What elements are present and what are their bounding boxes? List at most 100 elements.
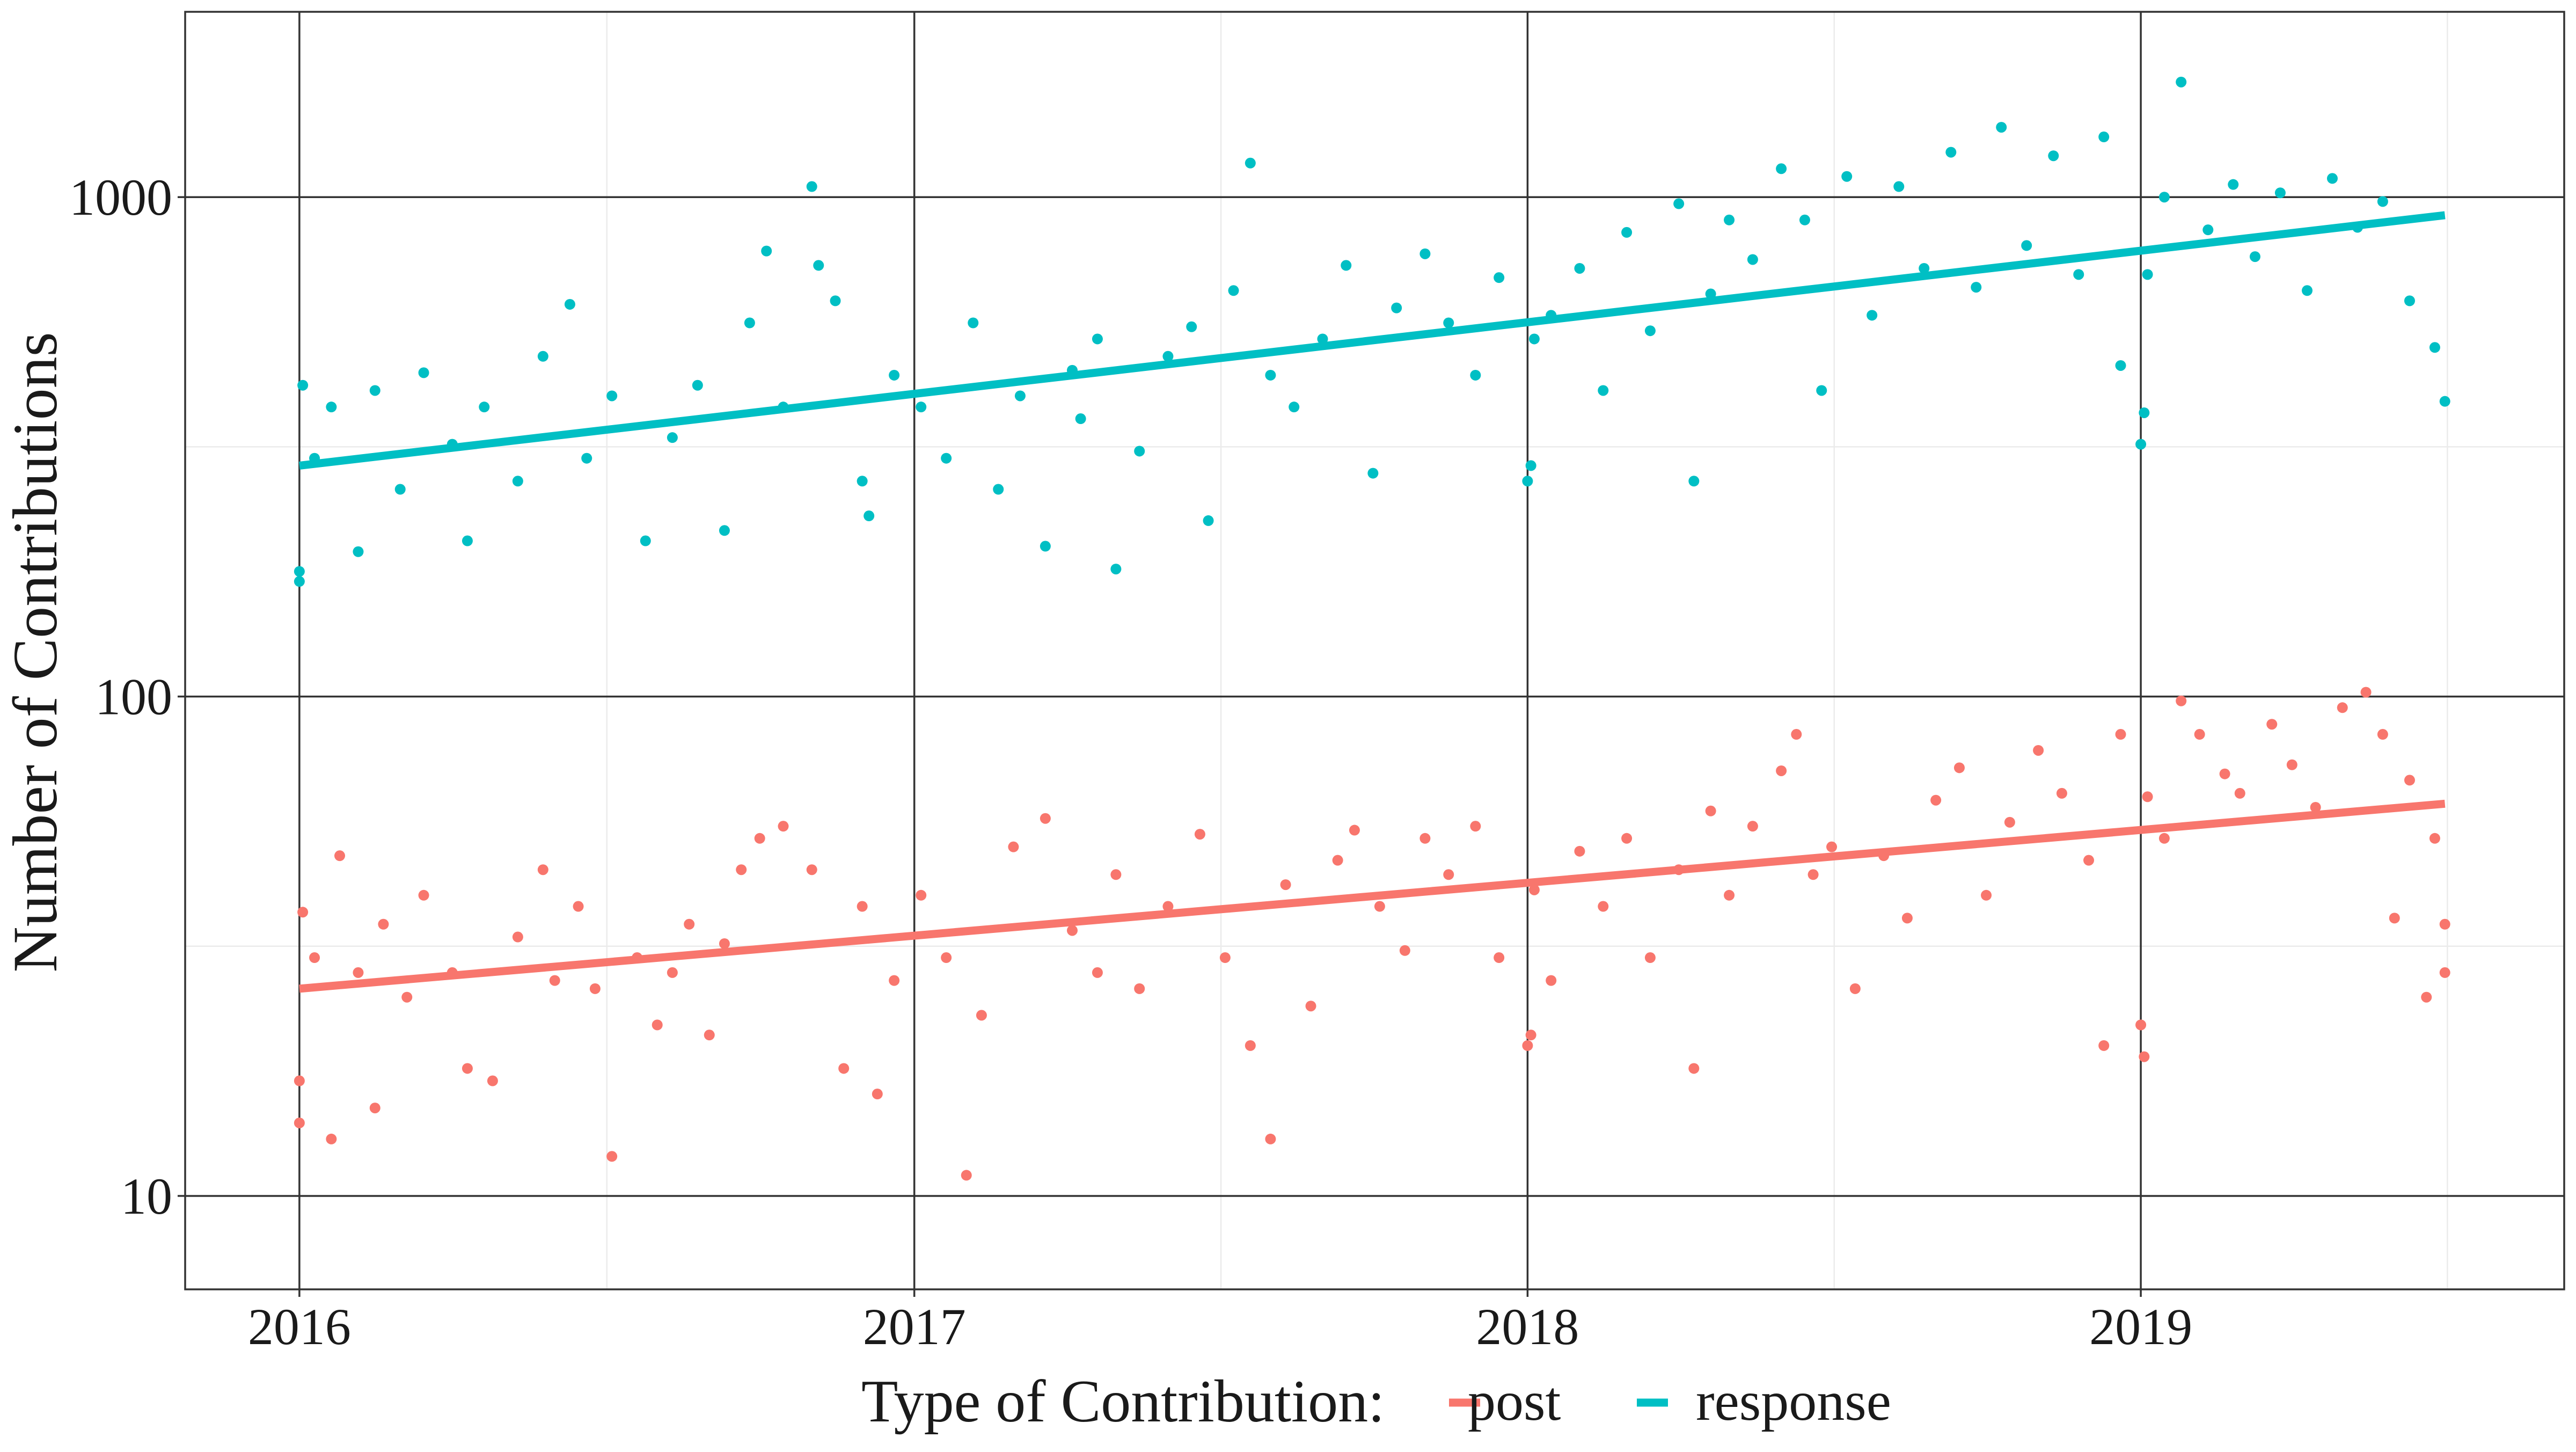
data-point-response xyxy=(1525,460,1536,471)
data-point-post xyxy=(2158,833,2170,844)
data-point-response xyxy=(1688,476,1700,487)
data-point-response xyxy=(2135,439,2147,450)
data-point-response xyxy=(418,367,429,378)
x-tick-label: 2019 xyxy=(2089,1298,2192,1355)
data-point-response xyxy=(581,453,592,464)
legend-title: Type of Contribution: xyxy=(861,1368,1385,1435)
data-point-post xyxy=(326,1133,337,1144)
data-point-post xyxy=(719,938,730,949)
data-point-response xyxy=(916,402,927,413)
data-point-response xyxy=(294,566,305,577)
data-point-post xyxy=(549,975,560,986)
data-point-response xyxy=(719,525,730,536)
data-point-post xyxy=(1546,975,1557,986)
data-point-response xyxy=(1893,181,1905,192)
data-point-post xyxy=(573,901,584,912)
data-point-response xyxy=(1644,325,1656,337)
data-point-response xyxy=(369,385,380,396)
data-point-post xyxy=(754,833,765,844)
data-point-post xyxy=(2266,719,2278,730)
panel-background xyxy=(185,12,2564,1289)
data-point-post xyxy=(294,1075,305,1086)
data-point-post xyxy=(334,850,346,862)
data-point-response xyxy=(1203,515,1214,526)
data-point-post xyxy=(736,864,747,875)
data-point-post xyxy=(2004,816,2015,828)
data-point-response xyxy=(667,432,678,443)
data-point-post xyxy=(2135,1019,2147,1031)
legend: Type of Contribution: post response xyxy=(861,1368,1891,1435)
data-point-post xyxy=(2056,787,2067,799)
data-point-post xyxy=(2098,1040,2110,1051)
data-point-response xyxy=(806,181,817,192)
data-point-response xyxy=(1971,282,1982,293)
data-point-response xyxy=(2302,285,2313,296)
data-point-post xyxy=(2234,787,2245,799)
data-point-post xyxy=(1092,967,1103,978)
data-point-response xyxy=(294,576,305,587)
data-point-post xyxy=(353,967,364,978)
data-point-response xyxy=(2404,295,2415,307)
data-point-response xyxy=(2274,187,2286,199)
data-point-post xyxy=(1066,925,1078,936)
data-point-response xyxy=(744,317,755,329)
data-point-response xyxy=(2115,360,2126,371)
data-point-post xyxy=(2194,729,2205,740)
data-point-post xyxy=(1705,805,1716,816)
data-point-post xyxy=(378,918,389,930)
data-point-post xyxy=(1494,952,1505,964)
data-point-response xyxy=(1265,369,1276,381)
legend-label-response: response xyxy=(1696,1370,1891,1432)
data-point-post xyxy=(2219,768,2230,779)
data-point-response xyxy=(1391,302,1402,313)
data-point-post xyxy=(704,1030,715,1041)
data-point-post xyxy=(401,991,413,1003)
data-point-post xyxy=(889,975,900,986)
trend-line-response xyxy=(299,211,2446,470)
legend-label-post: post xyxy=(1468,1370,1561,1432)
data-point-response xyxy=(1841,171,1853,182)
data-point-response xyxy=(640,535,651,546)
data-point-post xyxy=(667,967,678,978)
data-point-response xyxy=(2249,251,2260,262)
data-point-response xyxy=(761,245,772,257)
data-point-response xyxy=(297,380,309,391)
data-point-response xyxy=(2439,396,2450,407)
data-point-response xyxy=(1443,317,1454,329)
data-point-post xyxy=(976,1010,987,1021)
data-point-post xyxy=(1930,794,1942,806)
data-point-response xyxy=(1621,227,1633,238)
data-point-post xyxy=(1419,833,1431,844)
trend-line-post xyxy=(299,799,2446,993)
data-point-response xyxy=(941,453,952,464)
data-point-post xyxy=(1791,729,1802,740)
x-tick-label: 2018 xyxy=(1476,1298,1579,1355)
data-point-post xyxy=(2389,913,2400,924)
data-point-post xyxy=(1349,824,1360,836)
data-point-post xyxy=(961,1170,972,1181)
x-tick-label: 2016 xyxy=(248,1298,351,1355)
data-point-response xyxy=(606,390,618,402)
data-point-response xyxy=(326,402,337,413)
data-point-post xyxy=(2176,695,2187,706)
data-point-post xyxy=(2139,1051,2150,1062)
data-point-post xyxy=(606,1151,618,1162)
data-point-response xyxy=(1799,214,1810,225)
data-point-post xyxy=(2310,801,2321,813)
data-point-post xyxy=(1040,813,1051,824)
data-point-response xyxy=(1996,122,2007,133)
data-point-post xyxy=(589,983,601,994)
data-point-response xyxy=(1341,260,1352,271)
data-point-response xyxy=(2377,196,2388,207)
data-point-response xyxy=(479,402,490,413)
data-point-response xyxy=(1245,157,1256,169)
data-point-post xyxy=(1724,889,1735,901)
data-point-post xyxy=(1443,869,1454,880)
data-point-post xyxy=(1245,1040,1256,1051)
series-response xyxy=(294,76,2450,587)
data-point-response xyxy=(1673,198,1685,209)
data-point-response xyxy=(1367,468,1379,479)
data-point-post xyxy=(1688,1063,1700,1074)
data-point-response xyxy=(537,351,548,362)
